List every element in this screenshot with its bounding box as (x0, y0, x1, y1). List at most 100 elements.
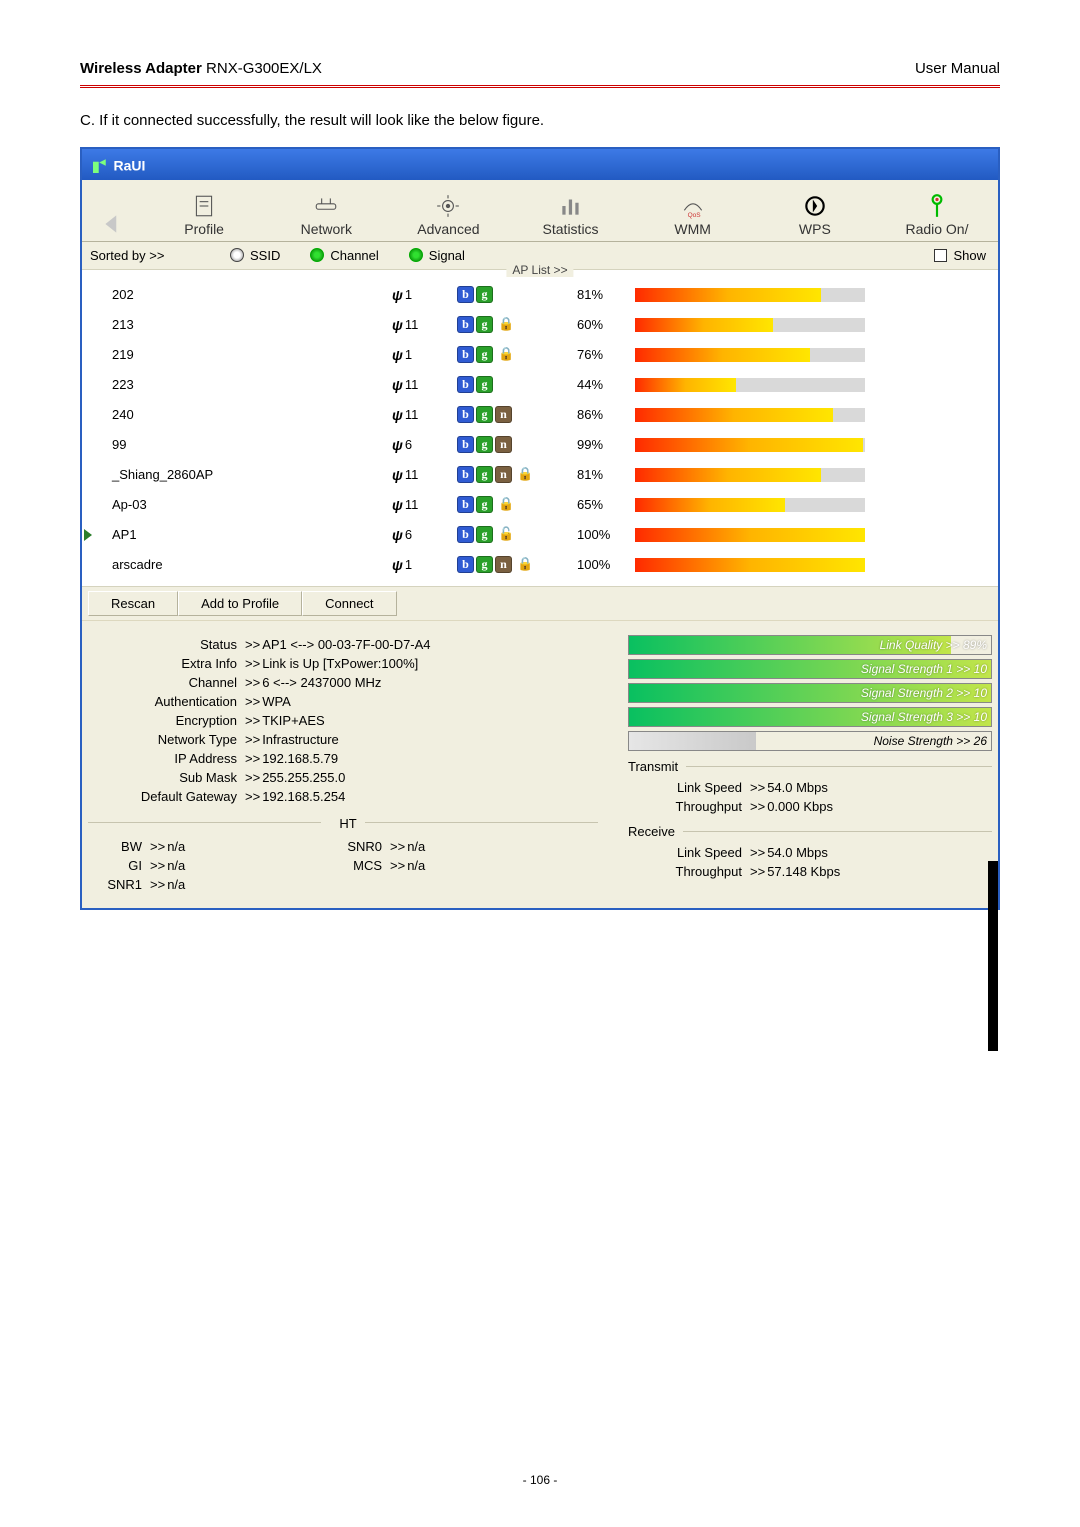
ap-modes: bg🔒 (457, 316, 577, 333)
add-profile-button[interactable]: Add to Profile (178, 591, 302, 616)
ap-row[interactable]: Ap-03ψ11bg🔒65% (82, 490, 998, 520)
mode-g-icon: g (476, 556, 493, 573)
ap-row[interactable]: _Shiang_2860APψ11bgn🔒81% (82, 460, 998, 490)
status-key: Default Gateway (88, 789, 243, 804)
ap-modes: bgn (457, 436, 577, 453)
scroll-blackbar[interactable] (988, 861, 998, 1051)
sort-ssid-label: SSID (250, 248, 280, 263)
ap-ssid: 202 (92, 287, 392, 302)
status-row: Channel>>6 <--> 2437000 MHz (88, 673, 608, 692)
mode-b-icon: b (457, 346, 474, 363)
tab-radio-label: Radio On/ (905, 221, 968, 237)
tab-wps[interactable]: WPS (754, 193, 876, 241)
ap-row[interactable]: 213ψ11bg🔒60% (82, 310, 998, 340)
ap-signal-bar (635, 378, 992, 392)
ap-row[interactable]: arscadreψ1bgn🔒100% (82, 550, 998, 580)
show-checkbox[interactable]: Show (934, 248, 990, 263)
ap-modes: bg🔒 (457, 496, 577, 513)
ap-channel: ψ11 (392, 497, 457, 513)
status-key: Encryption (88, 713, 243, 728)
radio-off-icon (230, 248, 244, 262)
ap-ssid: 99 (92, 437, 392, 452)
ht-row: BW>>n/a (88, 837, 328, 856)
sort-signal[interactable]: Signal (409, 248, 465, 263)
ap-signal-bar (635, 528, 992, 542)
channel-icon: ψ (392, 527, 403, 543)
mode-g-icon: g (476, 526, 493, 543)
status-value: WPA (262, 694, 291, 709)
rate-value: 54.0 Mbps (767, 780, 828, 795)
ap-ssid: arscadre (92, 557, 392, 572)
meter-label: Signal Strength 1 >> 10 (861, 662, 987, 676)
tab-profile[interactable]: Profile (143, 193, 265, 241)
ap-channel: ψ11 (392, 467, 457, 483)
rate-row: Link Speed>>54.0 Mbps (628, 843, 992, 862)
ht-row: MCS>>n/a (328, 856, 568, 875)
mode-n-icon: n (495, 406, 512, 423)
tab-wmm-label: WMM (674, 221, 711, 237)
sort-channel[interactable]: Channel (310, 248, 378, 263)
rate-row: Throughput>>0.000 Kbps (628, 797, 992, 816)
back-arrow[interactable] (82, 211, 143, 241)
mode-b-icon: b (457, 406, 474, 423)
ap-ssid: 240 (92, 407, 392, 422)
ap-signal-bar (635, 408, 992, 422)
ap-channel: ψ6 (392, 527, 457, 543)
status-row: Authentication>>WPA (88, 692, 608, 711)
tab-network[interactable]: Network (265, 193, 387, 241)
ap-row[interactable]: 223ψ11bg44% (82, 370, 998, 400)
titlebar[interactable]: ▮◂ RaUI (82, 149, 998, 180)
status-key: Channel (88, 675, 243, 690)
stats-icon (558, 193, 584, 219)
tab-statistics[interactable]: Statistics (509, 193, 631, 241)
ht-key: SNR1 (88, 877, 148, 892)
meter-label: Signal Strength 2 >> 10 (861, 686, 987, 700)
ap-channel: ψ1 (392, 347, 457, 363)
ap-ssid: 223 (92, 377, 392, 392)
meter: Signal Strength 1 >> 10 (628, 659, 992, 679)
show-label: Show (953, 248, 986, 263)
channel-icon: ψ (392, 467, 403, 483)
tab-wmm[interactable]: QoS WMM (632, 193, 754, 241)
status-value: 6 <--> 2437000 MHz (262, 675, 381, 690)
tab-radio[interactable]: Radio On/ (876, 193, 998, 241)
sort-ssid[interactable]: SSID (230, 248, 280, 263)
ap-percent: 76% (577, 347, 635, 362)
ap-channel: ψ11 (392, 377, 457, 393)
mode-g-icon: g (476, 436, 493, 453)
ap-modes: bg (457, 286, 577, 303)
sorted-by-label: Sorted by >> (90, 248, 200, 263)
ap-row[interactable]: 99ψ6bgn99% (82, 430, 998, 460)
ht-value: n/a (167, 839, 185, 854)
ht-value: n/a (167, 877, 185, 892)
meter: Link Quality >> 89% (628, 635, 992, 655)
status-row: Status>>AP1 <--> 00-03-7F-00-D7-A4 (88, 635, 608, 654)
channel-icon: ψ (392, 347, 403, 363)
ap-row[interactable]: 240ψ11bgn86% (82, 400, 998, 430)
profile-icon (191, 193, 217, 219)
mode-g-icon: g (476, 286, 493, 303)
rate-key: Link Speed (628, 845, 748, 860)
connect-button[interactable]: Connect (302, 591, 396, 616)
status-value: TKIP+AES (262, 713, 325, 728)
rescan-button[interactable]: Rescan (88, 591, 178, 616)
status-row: Encryption>>TKIP+AES (88, 711, 608, 730)
radio-on-icon (310, 248, 324, 262)
status-row: Network Type>>Infrastructure (88, 730, 608, 749)
ap-ssid: AP1 (92, 527, 392, 542)
mode-b-icon: b (457, 376, 474, 393)
ap-channel: ψ11 (392, 407, 457, 423)
ap-percent: 100% (577, 527, 635, 542)
doc-right: User Manual (915, 60, 1000, 77)
status-key: Authentication (88, 694, 243, 709)
lock-icon: 🔒 (498, 346, 514, 363)
ap-row[interactable]: AP1ψ6bg🔓100% (82, 520, 998, 550)
ap-row[interactable]: 202ψ1bg81% (82, 280, 998, 310)
tab-profile-label: Profile (184, 221, 224, 237)
doc-header: Wireless Adapter RNX-G300EX/LX User Manu… (80, 60, 1000, 88)
ap-row[interactable]: 219ψ1bg🔒76% (82, 340, 998, 370)
sort-channel-label: Channel (330, 248, 378, 263)
intro-text: C. If it connected successfully, the res… (80, 112, 1000, 129)
tab-advanced[interactable]: Advanced (387, 193, 509, 241)
ht-row: SNR0>>n/a (328, 837, 568, 856)
